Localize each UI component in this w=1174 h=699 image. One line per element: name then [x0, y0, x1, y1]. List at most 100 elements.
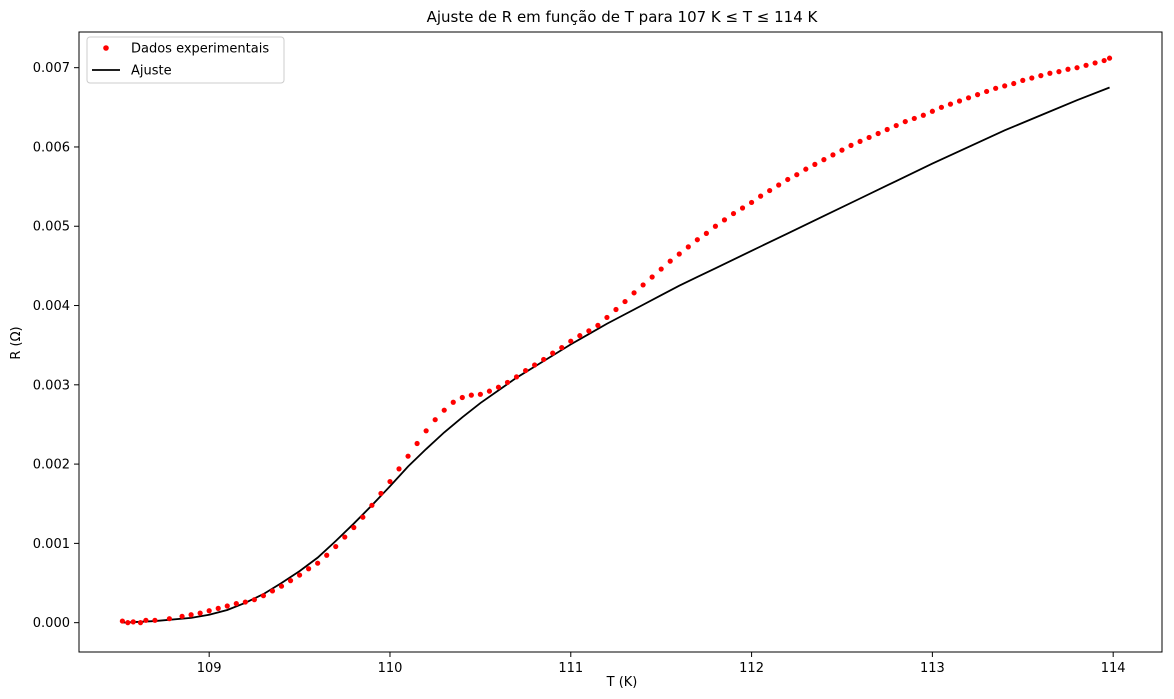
- y-tick-label: 0.003: [33, 378, 70, 393]
- y-axis-label: R (Ω): [9, 326, 24, 359]
- plot-background: [79, 32, 1162, 652]
- data-point: [993, 85, 999, 91]
- data-point: [1106, 55, 1113, 61]
- data-point: [215, 605, 221, 611]
- data-point: [1011, 80, 1017, 87]
- data-point: [965, 95, 972, 101]
- data-point: [477, 391, 483, 397]
- data-point: [251, 597, 257, 603]
- data-point: [224, 603, 230, 609]
- data-point: [278, 583, 285, 589]
- x-tick-label: 111: [558, 661, 583, 676]
- legend: Dados experimentais Ajuste: [86, 36, 285, 84]
- data-point: [206, 608, 212, 614]
- data-point: [848, 142, 854, 148]
- data-point: [875, 130, 881, 137]
- data-point: [287, 578, 294, 584]
- data-point: [640, 282, 646, 288]
- data-point: [667, 258, 673, 264]
- data-point: [333, 543, 339, 550]
- data-point: [1056, 69, 1062, 75]
- data-point: [794, 172, 800, 178]
- data-point: [1002, 83, 1008, 89]
- data-point: [830, 152, 836, 158]
- y-tick-label: 0.004: [33, 299, 70, 314]
- data-point: [703, 230, 709, 236]
- data-point: [414, 440, 420, 447]
- y-tick-label: 0.001: [33, 537, 70, 552]
- data-point: [857, 138, 863, 145]
- data-point: [137, 620, 144, 626]
- data-point: [1074, 65, 1080, 71]
- data-point: [821, 157, 827, 163]
- y-axis: 0.000 0.001 0.002 0.003 0.004 0.005 0.006 0.007: [33, 61, 79, 631]
- data-point: [730, 210, 737, 217]
- data-point: [739, 205, 746, 211]
- data-point: [685, 244, 691, 250]
- data-point: [622, 298, 628, 305]
- data-point: [947, 101, 954, 107]
- data-point: [387, 478, 393, 485]
- data-point: [748, 199, 755, 206]
- legend-label-fit: Ajuste: [131, 64, 172, 79]
- y-tick-label: 0.007: [33, 61, 70, 76]
- data-point: [532, 362, 538, 368]
- x-tick-label: 109: [197, 661, 222, 676]
- legend-label-scatter: Dados experimentais: [131, 42, 269, 57]
- data-point: [559, 344, 565, 351]
- data-point: [586, 328, 592, 334]
- plot-area: [79, 32, 1162, 652]
- x-tick-label: 113: [920, 661, 945, 676]
- data-point: [441, 407, 447, 413]
- data-point: [152, 617, 158, 623]
- data-point: [649, 274, 655, 280]
- data-point: [486, 388, 493, 394]
- legend-marker-scatter: [103, 45, 109, 51]
- data-point: [233, 601, 239, 607]
- data-point: [893, 122, 899, 129]
- data-point: [1047, 70, 1053, 76]
- data-point: [929, 108, 935, 114]
- data-point: [378, 490, 384, 497]
- data-point: [568, 338, 574, 344]
- data-point: [342, 534, 348, 540]
- data-point: [130, 619, 136, 625]
- data-point: [242, 599, 248, 605]
- data-point: [631, 290, 637, 296]
- data-point: [306, 566, 312, 572]
- data-point: [541, 356, 547, 363]
- data-point: [812, 161, 818, 167]
- data-point: [143, 617, 149, 623]
- data-point: [767, 187, 773, 194]
- y-tick-label: 0.002: [33, 458, 70, 473]
- data-point: [984, 88, 990, 95]
- axes-frame: [78, 31, 1163, 653]
- data-point: [613, 306, 619, 313]
- data-point: [423, 428, 429, 434]
- data-point: [197, 610, 203, 616]
- data-point: [785, 176, 791, 183]
- data-point: [658, 266, 664, 272]
- legend-box: [86, 36, 285, 84]
- data-point: [866, 134, 872, 141]
- data-point: [911, 115, 917, 122]
- data-point: [1020, 77, 1026, 83]
- x-tick-label: 114: [1101, 661, 1126, 676]
- data-point: [776, 182, 782, 188]
- data-point: [119, 618, 125, 624]
- y-tick-label: 0.005: [33, 220, 70, 235]
- data-point: [125, 620, 131, 626]
- data-point: [974, 92, 981, 98]
- data-point: [1065, 66, 1071, 72]
- data-point: [920, 112, 926, 118]
- data-point: [758, 193, 764, 199]
- data-point: [721, 217, 728, 223]
- data-point: [166, 616, 172, 622]
- data-point: [468, 392, 474, 398]
- axes-border: [78, 31, 1163, 653]
- x-axis-label: T (K): [606, 675, 638, 690]
- data-point: [1092, 60, 1098, 66]
- data-point: [712, 223, 719, 229]
- data-point: [1083, 62, 1089, 68]
